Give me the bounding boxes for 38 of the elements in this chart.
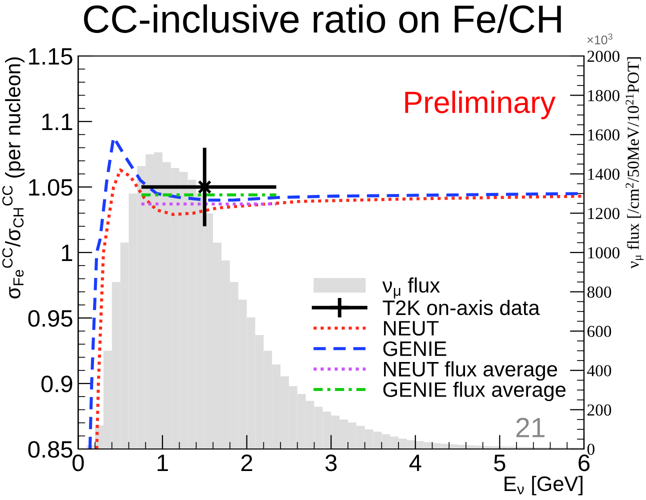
x-tick-label: 1 xyxy=(158,454,168,471)
annotation: Preliminary xyxy=(405,90,556,120)
legend-label: GENIE xyxy=(383,341,446,356)
y-tick-label: 0.85 xyxy=(28,441,72,458)
x-tick-label: 6 xyxy=(578,454,590,472)
y-tick-label: 1 xyxy=(62,244,72,262)
legend-label: GENIE flux average xyxy=(383,382,566,402)
y2-tick-label: 1200 xyxy=(588,208,620,220)
y2-tick-label: 0 xyxy=(587,444,594,455)
y-tick-label: 1.1 xyxy=(42,114,72,130)
y-axis-title: σ$_{Fe}$$^{CC}$/σ$_{CH}$$^{CC}$ (per nucleon) xyxy=(2,57,24,298)
chart-title: CC-inclusive ratio on Fe/CH xyxy=(84,4,561,33)
x-tick-label: 5 xyxy=(494,454,506,472)
legend-label: T2K on-axis data xyxy=(382,300,540,316)
text: ×10$^{3}$ xyxy=(587,33,612,44)
x-tick-label: 4 xyxy=(409,454,422,471)
y-tick-label: 0.9 xyxy=(41,376,72,392)
y2-tick-label: 800 xyxy=(587,286,612,298)
x-tick-label: 0 xyxy=(72,454,84,472)
y2-axis-title: ν$_{μ}$ flux [/cm$^{2}$/50MeV/10$^{21}$POT] xyxy=(626,57,644,268)
y2-tick-label: 2000 xyxy=(587,50,620,62)
legend-label: ν$_{μ}$ flux xyxy=(382,277,440,299)
y2-tick-label: 1400 xyxy=(588,168,620,180)
y2-tick-label: 200 xyxy=(587,404,612,416)
x-tick-label: 3 xyxy=(325,454,337,472)
y2-tick-label: 600 xyxy=(587,326,612,338)
y2-tick-label: 1800 xyxy=(588,90,620,102)
legend-label: NEUT xyxy=(384,321,439,336)
legend-label: NEUT flux average xyxy=(384,361,558,381)
x-axis-title: E$_{ν}$ [GeV] xyxy=(504,476,582,496)
x-tick-label: 2 xyxy=(241,454,252,471)
y-tick-label: 1.05 xyxy=(29,179,72,196)
y2-tick-label: 1600 xyxy=(588,129,620,141)
y-tick-label: 0.95 xyxy=(28,310,72,327)
y2-tick-label: 400 xyxy=(587,365,612,376)
y2-tick-label: 1000 xyxy=(588,247,620,258)
y-tick-label: 1.15 xyxy=(29,48,72,65)
annotation: 21 xyxy=(516,418,545,438)
